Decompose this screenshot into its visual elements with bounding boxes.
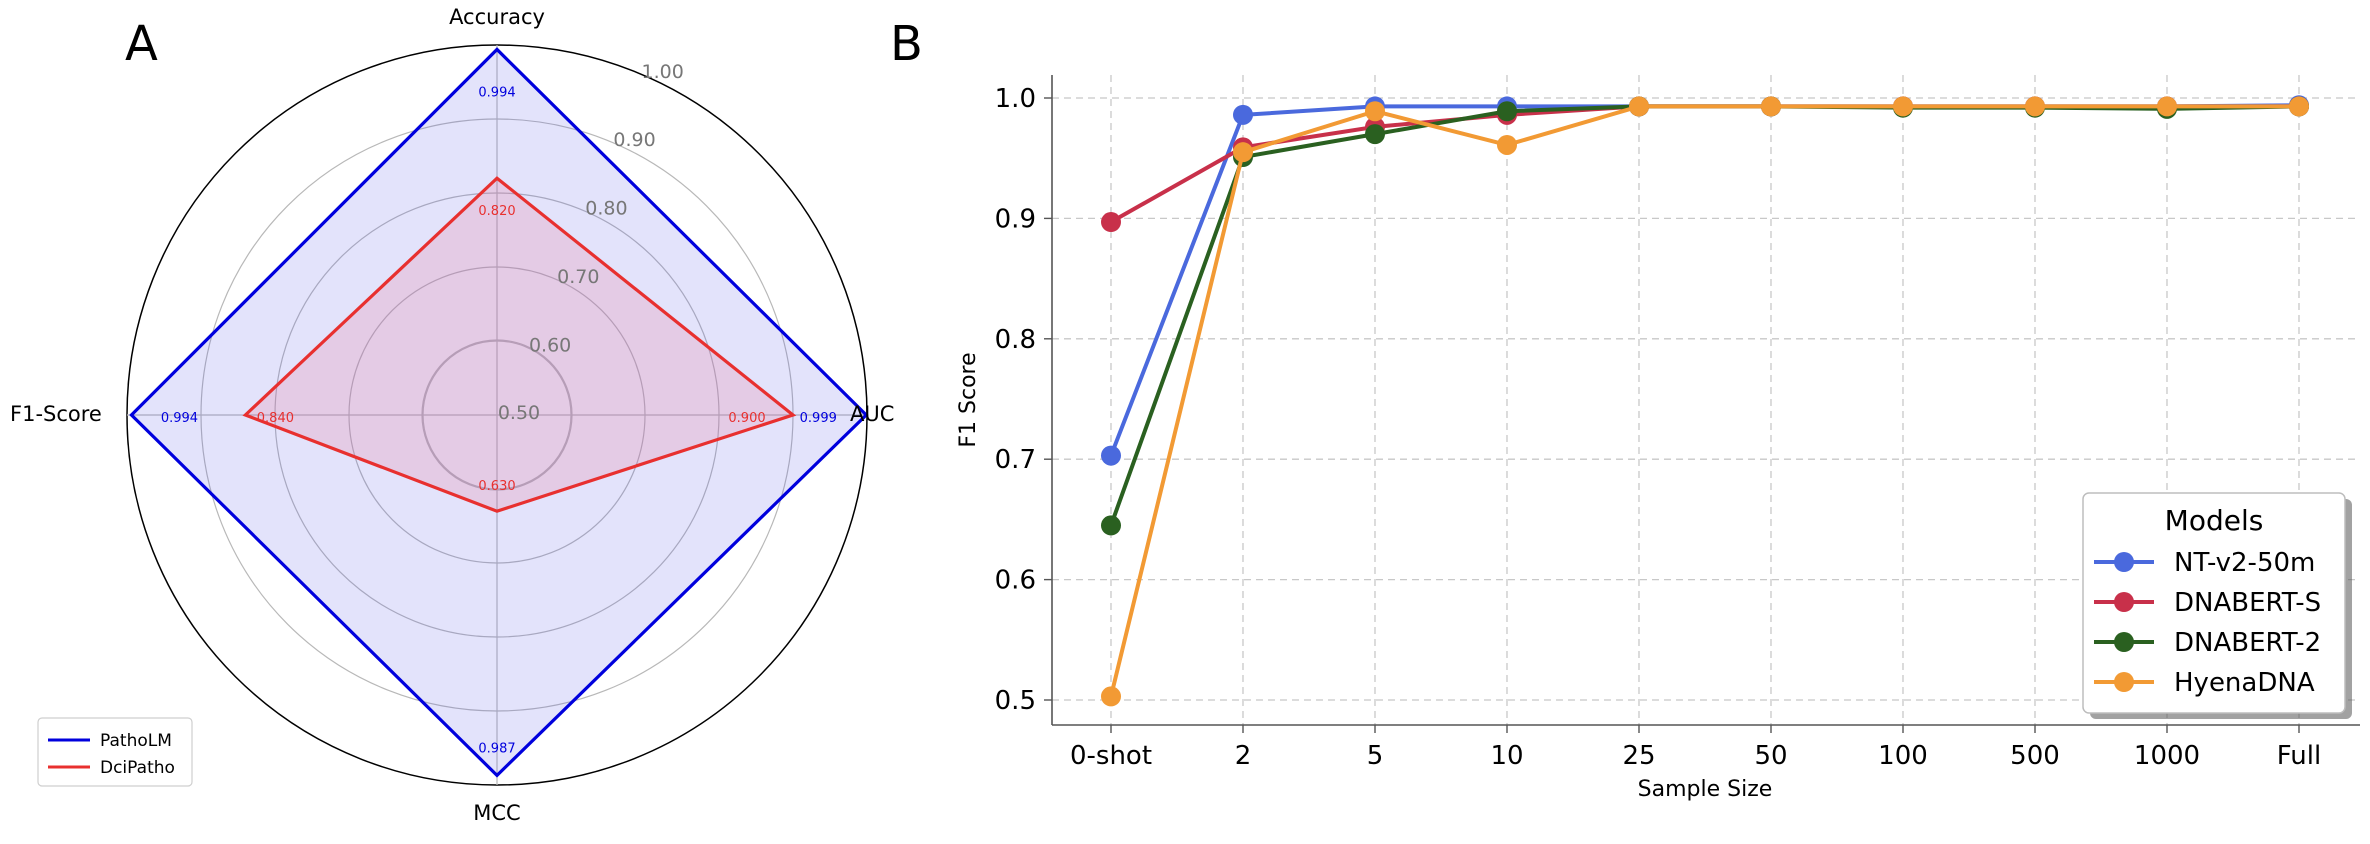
x-tick-label: Full — [2277, 741, 2321, 771]
y-tick-label: 0.8 — [995, 325, 1036, 355]
data-point — [2289, 96, 2309, 117]
data-point — [1233, 104, 1253, 125]
radar-axis-label-accuracy: Accuracy — [449, 5, 545, 29]
radar-tick-label: 0.70 — [557, 266, 599, 288]
radar-tick-label: 1.00 — [642, 61, 684, 83]
radar-tick-label: 0.60 — [529, 335, 571, 357]
line-legend: Models NT-v2-50m DNABERT-S DNABERT-2 HyenaDN… — [2082, 492, 2352, 719]
data-point — [1497, 101, 1517, 122]
x-tick-label: 500 — [2010, 741, 2060, 771]
legend-label: HyenaDNA — [2174, 668, 2315, 698]
legend-label: NT-v2-50m — [2174, 548, 2315, 578]
radar-value-label: 0.999 — [800, 411, 837, 426]
line-chart: 0.50.60.70.80.91.00-shot 2 5 10 25 50 100 500 10… — [956, 75, 2360, 802]
x-tick-label: 50 — [1754, 741, 1787, 771]
radar-tick-label: 0.50 — [498, 402, 540, 424]
y-tick-label: 1.0 — [995, 84, 1036, 114]
legend-label: DNABERT-S — [2174, 588, 2321, 618]
y-tick-label: 0.7 — [995, 445, 1036, 475]
legend-swatch-marker — [2114, 632, 2134, 652]
data-point — [1893, 96, 1913, 117]
radar-legend-box — [37, 717, 193, 787]
x-tick-label: 25 — [1622, 741, 1655, 771]
panel-a-label: A — [125, 16, 158, 72]
x-axis-label: Sample Size — [1638, 777, 1773, 802]
data-point — [1365, 124, 1385, 145]
panel-b-label: B — [890, 16, 923, 72]
series-line — [1109, 104, 2300, 527]
legend-swatch-marker — [2114, 552, 2134, 572]
data-point — [1101, 445, 1121, 466]
radar-value-label: 0.987 — [478, 741, 515, 756]
series-line — [1109, 104, 2299, 697]
radar-value-label: 0.840 — [257, 411, 294, 426]
y-tick-label: 0.6 — [995, 566, 1036, 596]
data-point — [1365, 101, 1385, 122]
radar-value-label: 0.994 — [478, 85, 515, 100]
radar-axis-label-f1-score: F1-Score — [10, 402, 102, 426]
series-hyenadna — [1101, 96, 2309, 707]
radar-chart: 0.50 0.60 0.70 0.80 0.90 1.00 Accuracy AUC MCC F1… — [10, 5, 894, 825]
x-tick-label: 10 — [1490, 741, 1523, 771]
data-point — [1101, 212, 1121, 233]
radar-legend-label: DciPatho — [100, 758, 175, 778]
legend-label: DNABERT-2 — [2174, 628, 2321, 658]
x-tick-label: 100 — [1878, 741, 1928, 771]
data-point — [1233, 142, 1253, 163]
y-tick-label: 0.9 — [995, 204, 1036, 234]
y-axis-label: F1 Score — [956, 352, 981, 447]
series-line — [1109, 103, 2300, 457]
data-point — [1761, 96, 1781, 117]
radar-axis-label-mcc: MCC — [473, 801, 520, 825]
series-dnabert-2 — [1101, 96, 2309, 536]
radar-tick-label: 0.90 — [613, 129, 655, 151]
x-tick-label: 0-shot — [1070, 741, 1152, 771]
legend-swatch-marker — [2114, 592, 2134, 612]
radar-tick-label: 0.80 — [585, 198, 627, 220]
legend-title: Models — [2165, 504, 2264, 537]
x-tick-label: 5 — [1367, 741, 1384, 771]
series-dnabert-s — [1101, 96, 2309, 233]
data-point — [2157, 96, 2177, 117]
radar-value-label: 0.820 — [478, 204, 515, 219]
legend-box — [2082, 492, 2346, 714]
series-line — [1110, 104, 2299, 224]
radar-value-label: 0.630 — [478, 479, 515, 494]
radar-legend: PathoLM DciPatho — [37, 717, 193, 787]
legend-swatch-marker — [2114, 672, 2134, 692]
radar-series-patholm — [129, 47, 869, 778]
data-point — [1101, 515, 1121, 536]
data-point — [1497, 134, 1517, 155]
radar-value-label: 0.900 — [728, 411, 765, 426]
data-point — [1101, 686, 1121, 707]
radar-legend-label: PathoLM — [100, 731, 172, 751]
radar-axis-label-auc: AUC — [850, 402, 894, 426]
radar-value-label: 0.994 — [161, 411, 198, 426]
y-tick-label: 0.5 — [995, 686, 1036, 716]
data-point — [1629, 96, 1649, 117]
data-point — [2025, 96, 2045, 117]
radar-series-dcipatho — [242, 176, 797, 513]
x-tick-label: 2 — [1235, 741, 1252, 771]
x-tick-label: 1000 — [2134, 741, 2200, 771]
